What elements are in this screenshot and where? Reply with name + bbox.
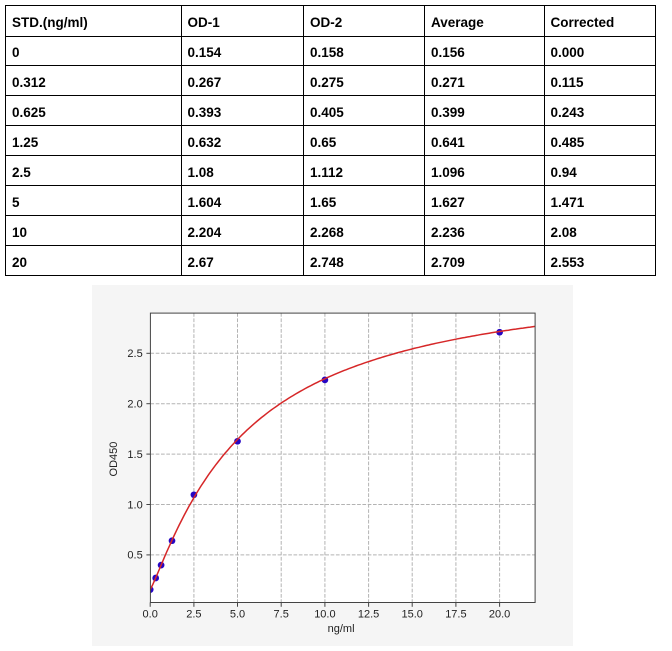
svg-text:5.0: 5.0 <box>230 609 245 621</box>
svg-text:7.5: 7.5 <box>274 609 289 621</box>
svg-text:12.5: 12.5 <box>358 609 379 621</box>
svg-text:0.5: 0.5 <box>127 550 142 562</box>
svg-text:1.5: 1.5 <box>127 449 142 461</box>
svg-text:20.0: 20.0 <box>489 609 510 621</box>
svg-text:OD450: OD450 <box>108 442 120 477</box>
svg-text:17.5: 17.5 <box>445 609 466 621</box>
svg-text:ng/ml: ng/ml <box>328 623 355 635</box>
svg-text:0.0: 0.0 <box>143 609 158 621</box>
svg-text:2.0: 2.0 <box>127 399 142 411</box>
svg-text:1.0: 1.0 <box>127 499 142 511</box>
svg-text:15.0: 15.0 <box>401 609 422 621</box>
svg-text:2.5: 2.5 <box>186 609 201 621</box>
svg-text:2.5: 2.5 <box>127 348 142 360</box>
svg-text:10.0: 10.0 <box>314 609 335 621</box>
